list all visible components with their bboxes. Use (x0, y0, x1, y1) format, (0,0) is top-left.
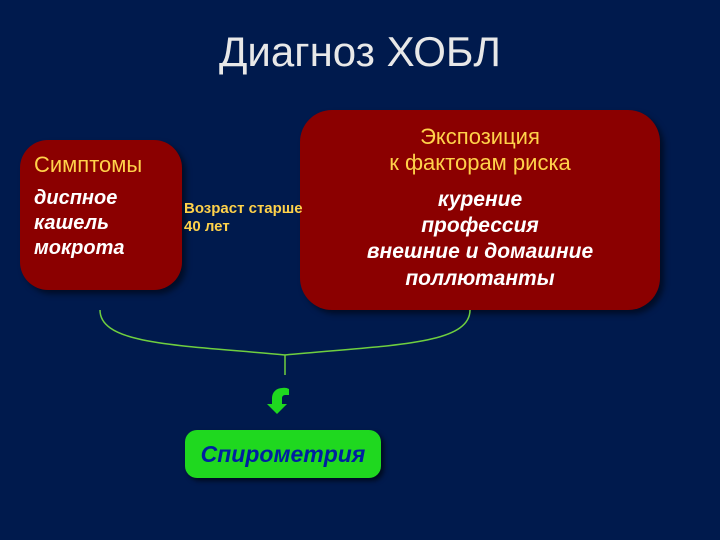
spirometry-box: Спирометрия (185, 430, 381, 478)
slide-title: Диагноз ХОБЛ (0, 28, 720, 76)
exposure-heading: Экспозиция к факторам риска (318, 124, 642, 177)
exposure-heading-line: Экспозиция (420, 124, 540, 149)
exposure-box: Экспозиция к факторам риска курение проф… (300, 110, 660, 310)
symptoms-box: Симптомы диспное кашель мокрота (20, 140, 182, 290)
symptoms-heading: Симптомы (34, 152, 168, 178)
age-note-line: Возраст старше (184, 200, 303, 217)
exposure-item: внешние и домашние (318, 239, 642, 265)
connector-brace (80, 300, 490, 380)
symptom-item: кашель (34, 211, 168, 236)
symptom-item: мокрота (34, 236, 168, 261)
exposure-item: поллютанты (318, 266, 642, 292)
exposure-item: курение (318, 187, 642, 213)
spirometry-label: Спирометрия (201, 441, 366, 468)
age-note: Возраст старше 40 лет (184, 200, 303, 236)
exposure-heading-line: к факторам риска (389, 150, 571, 175)
down-arrow-icon (267, 386, 297, 416)
age-note-line: 40 лет (184, 218, 230, 235)
symptom-item: диспное (34, 186, 168, 211)
exposure-item: профессия (318, 213, 642, 239)
